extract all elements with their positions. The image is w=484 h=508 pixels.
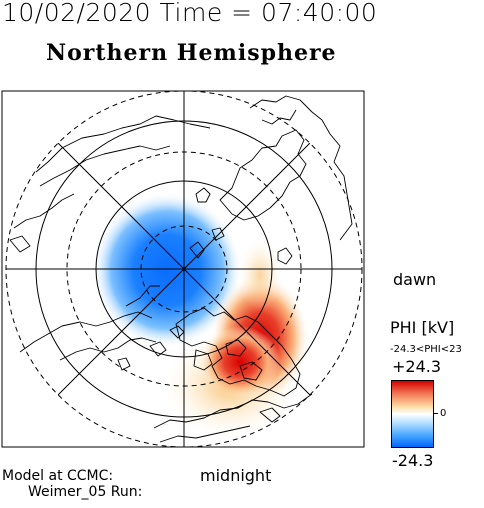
coastlines xyxy=(9,95,353,443)
polar-potential-map xyxy=(1,90,365,448)
colorbar-zero-label: 0 xyxy=(440,408,447,419)
colorbar-range: -24.3<PHI<23 xyxy=(390,344,462,355)
meridian-lines xyxy=(6,91,362,447)
run-credit: Weimer_05 Run: xyxy=(28,484,143,500)
midnight-label: midnight xyxy=(200,466,272,485)
colorbar-title: PHI [kV] xyxy=(390,318,455,337)
model-credit: Model at CCMC: xyxy=(2,468,114,484)
date-time-title: 10/02/2020 Time = 07:40:00 xyxy=(2,0,378,27)
dawn-label: dawn xyxy=(393,270,437,289)
colorbar-min-label: -24.3 xyxy=(392,451,434,470)
hemisphere-title: Northern Hemisphere xyxy=(46,40,337,66)
colorbar-max-label: +24.3 xyxy=(392,357,442,376)
colorbar xyxy=(391,380,434,448)
colorbar-zero-tick xyxy=(434,413,438,414)
